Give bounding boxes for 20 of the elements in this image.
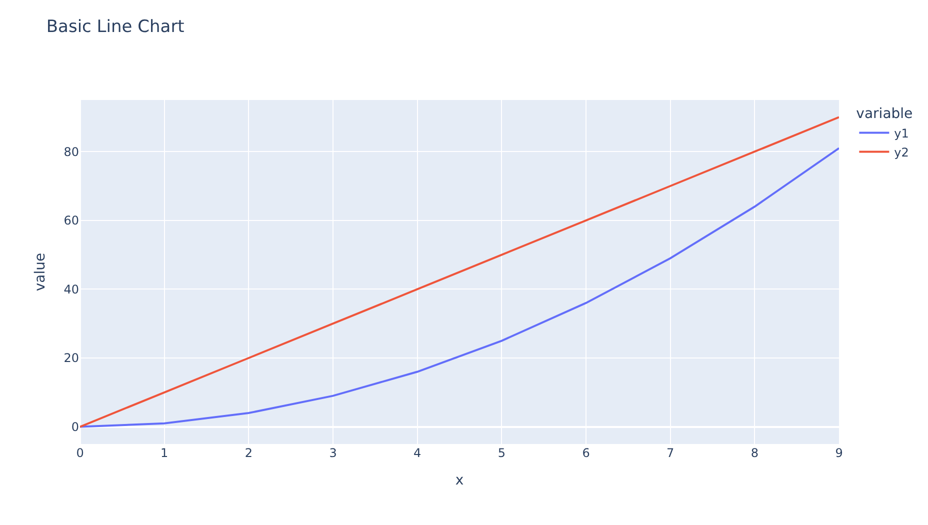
x-tick-label: 9 [835, 446, 843, 460]
x-tick-label: 3 [329, 446, 337, 460]
y-axis-title: value [32, 252, 48, 292]
legend-title: variable [856, 106, 913, 122]
y-tick-label: 40 [64, 282, 79, 296]
x-tick-label: 6 [582, 446, 590, 460]
y-tick-label: 60 [64, 214, 79, 228]
chart-title: Basic Line Chart [46, 17, 185, 38]
x-tick-label: 8 [750, 446, 758, 460]
x-axis-title: x [455, 472, 464, 488]
y-tick-label: 80 [64, 144, 79, 159]
y-tick-label: 0 [71, 420, 79, 434]
x-tick-label: 5 [498, 446, 506, 460]
x-tick-label: 1 [160, 446, 168, 460]
legend-label: y1 [894, 126, 909, 140]
y-tick-label: 20 [64, 351, 79, 366]
x-tick-label: 4 [414, 446, 422, 460]
legend-label: y2 [894, 145, 909, 160]
x-tick-label: 7 [666, 446, 674, 460]
x-tick-label: 2 [244, 446, 252, 460]
